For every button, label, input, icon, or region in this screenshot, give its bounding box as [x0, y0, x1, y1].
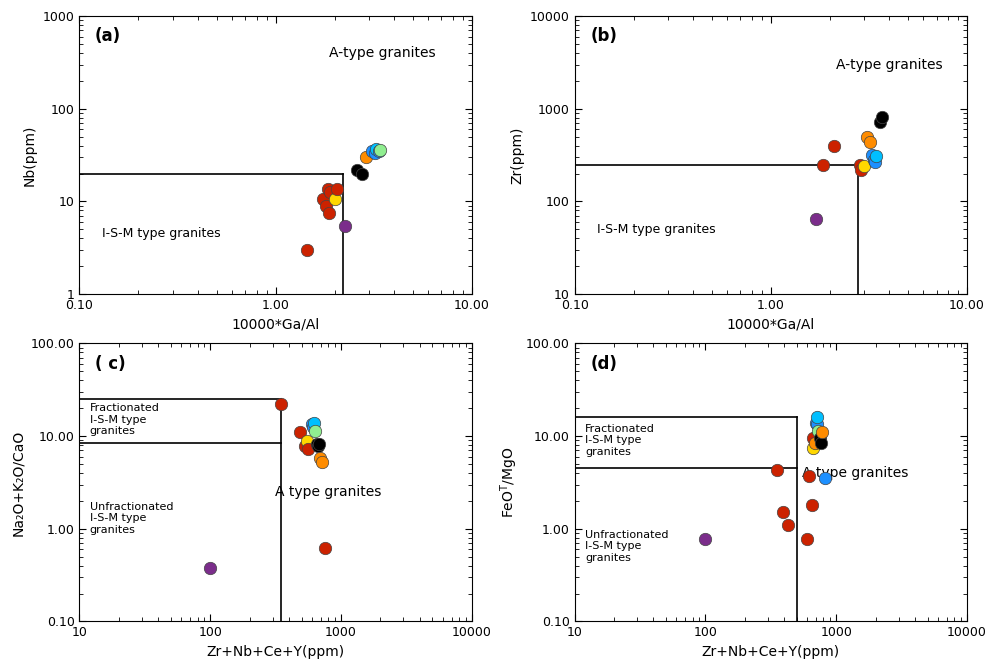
- Point: [366, 148, 382, 159]
- Point: [774, 507, 790, 518]
- Point: [309, 441, 325, 452]
- Text: I-S-M type granites: I-S-M type granites: [102, 227, 221, 240]
- Text: Fractionated
I-S-M type
granites: Fractionated I-S-M type granites: [90, 403, 160, 436]
- Point: [354, 168, 370, 179]
- Point: [698, 533, 714, 544]
- Point: [811, 433, 827, 444]
- Text: Unfractionated
I-S-M type
granites: Unfractionated I-S-M type granites: [585, 529, 669, 563]
- Point: [321, 208, 337, 218]
- X-axis label: 10000*Ga/Al: 10000*Ga/Al: [232, 318, 319, 332]
- Point: [317, 543, 333, 553]
- Point: [315, 194, 331, 205]
- Point: [358, 152, 374, 163]
- Point: [322, 187, 338, 198]
- Point: [308, 439, 324, 450]
- Point: [336, 220, 352, 231]
- Point: [292, 427, 308, 438]
- Point: [808, 214, 824, 224]
- Point: [810, 425, 826, 436]
- Point: [806, 438, 822, 448]
- Point: [817, 473, 833, 484]
- Point: [808, 419, 824, 429]
- Point: [768, 465, 784, 476]
- Point: [852, 160, 868, 171]
- Point: [866, 155, 882, 165]
- X-axis label: Zr+Nb+Ce+Y(ppm): Zr+Nb+Ce+Y(ppm): [702, 645, 840, 659]
- Text: Fractionated
I-S-M type
granites: Fractionated I-S-M type granites: [585, 424, 655, 457]
- Text: (a): (a): [95, 27, 121, 46]
- Point: [874, 111, 890, 122]
- Point: [809, 412, 825, 423]
- Point: [368, 143, 384, 154]
- Y-axis label: FeO$^\mathregular{T}$/MgO: FeO$^\mathregular{T}$/MgO: [499, 447, 520, 518]
- Text: A type granites: A type granites: [275, 485, 381, 499]
- Text: Unfractionated
I-S-M type
granites: Unfractionated I-S-M type granites: [90, 502, 174, 535]
- Point: [312, 453, 328, 464]
- Point: [372, 145, 388, 155]
- Point: [868, 151, 884, 161]
- Point: [307, 425, 323, 436]
- Point: [203, 562, 219, 573]
- Point: [799, 533, 815, 544]
- Y-axis label: Nb(ppm): Nb(ppm): [23, 125, 37, 186]
- Point: [273, 399, 289, 410]
- Point: [864, 149, 880, 160]
- Y-axis label: Na₂O+K₂O/CaO: Na₂O+K₂O/CaO: [11, 429, 25, 535]
- Y-axis label: Zr(ppm): Zr(ppm): [510, 127, 524, 184]
- Point: [306, 417, 322, 428]
- Point: [815, 160, 831, 171]
- Point: [805, 433, 821, 444]
- Point: [814, 427, 830, 438]
- Text: (b): (b): [590, 27, 617, 46]
- Point: [364, 145, 380, 156]
- Text: A-type granites: A-type granites: [329, 46, 436, 60]
- Point: [867, 157, 883, 168]
- Point: [370, 145, 386, 156]
- Point: [872, 117, 888, 127]
- Point: [804, 442, 820, 453]
- Point: [853, 164, 869, 175]
- Point: [326, 194, 342, 205]
- Point: [299, 444, 315, 455]
- Point: [803, 500, 819, 511]
- Point: [310, 438, 326, 449]
- Point: [299, 245, 315, 255]
- X-axis label: 10000*Ga/Al: 10000*Ga/Al: [727, 318, 815, 332]
- X-axis label: Zr+Nb+Ce+Y(ppm): Zr+Nb+Ce+Y(ppm): [207, 645, 344, 659]
- Text: (d): (d): [590, 354, 617, 373]
- Point: [314, 457, 330, 468]
- Point: [856, 161, 872, 172]
- Point: [297, 441, 313, 452]
- Point: [298, 436, 314, 447]
- Point: [328, 184, 344, 195]
- Point: [808, 417, 824, 428]
- Point: [317, 200, 333, 211]
- Text: ( c): ( c): [95, 354, 126, 373]
- Text: I-S-M type granites: I-S-M type granites: [597, 223, 716, 236]
- Point: [801, 471, 817, 482]
- Text: A type granites: A type granites: [802, 466, 908, 480]
- Point: [349, 164, 365, 175]
- Point: [780, 520, 796, 531]
- Text: A-type granites: A-type granites: [835, 58, 942, 72]
- Point: [826, 141, 842, 151]
- Point: [305, 422, 321, 433]
- Point: [862, 137, 878, 147]
- Point: [859, 132, 875, 143]
- Point: [303, 419, 319, 429]
- Point: [320, 184, 336, 195]
- Point: [813, 438, 829, 448]
